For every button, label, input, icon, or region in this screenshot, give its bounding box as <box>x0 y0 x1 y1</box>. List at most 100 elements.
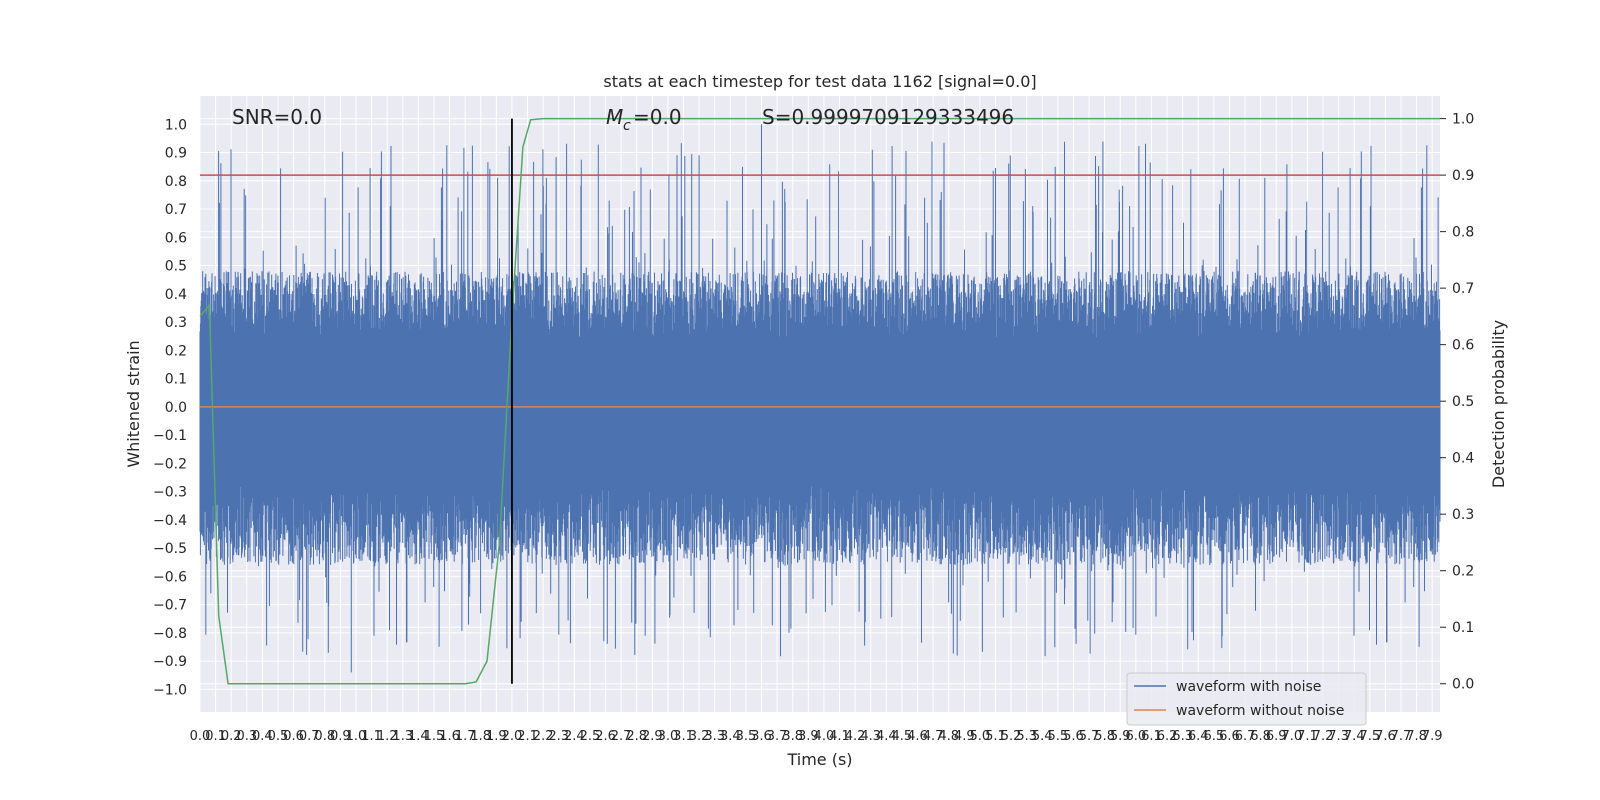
left-y-tick-label: 0.5 <box>165 259 187 275</box>
right-y-tick-labels: 1.0 0.9 0.8 0.7 0.6 0.5 0.4 0.3 0.2 0.1 0.0 <box>1440 112 1474 693</box>
left-y-tick-label: 0.1 <box>165 372 187 388</box>
x-tick-label: 1.5 <box>424 729 445 744</box>
snr-annotation: SNR=0.0 <box>232 105 322 129</box>
x-tick-label: 0.9 <box>330 729 351 744</box>
x-tick-label: 4.0 <box>814 729 835 744</box>
x-tick-label: 2.5 <box>580 729 601 744</box>
x-tick-label: 5.9 <box>1110 729 1131 744</box>
x-tick-label: 6.6 <box>1219 729 1240 744</box>
x-tick-label: 7.6 <box>1375 729 1396 744</box>
y-axis-label-right: Detection probability <box>1489 320 1508 488</box>
x-tick-label: 7.3 <box>1328 729 1349 744</box>
x-tick-label: 3.0 <box>658 729 679 744</box>
left-y-tick-label: 0.3 <box>165 315 187 331</box>
x-tick-label: 1.6 <box>439 729 460 744</box>
left-y-tick-label: −1.0 <box>153 682 187 698</box>
left-y-tick-label: −0.8 <box>153 626 187 642</box>
x-tick-labels: 0.00.10.20.30.40.50.60.70.80.91.01.11.21… <box>190 729 1443 744</box>
x-tick-label: 0.6 <box>283 729 304 744</box>
x-tick-label: 1.2 <box>377 729 398 744</box>
x-tick-label: 5.8 <box>1094 729 1115 744</box>
x-tick-label: 4.3 <box>860 729 881 744</box>
x-tick-label: 2.7 <box>611 729 632 744</box>
right-y-tick-label: 0.3 <box>1452 507 1474 523</box>
right-y-tick-label: 0.1 <box>1452 620 1474 636</box>
legend-label-waveform-without-noise: waveform without noise <box>1176 703 1344 719</box>
left-y-tick-label: −0.2 <box>153 456 187 472</box>
x-tick-label: 7.2 <box>1313 729 1334 744</box>
left-y-tick-label: 0.7 <box>165 202 187 218</box>
right-y-tick-label: 0.5 <box>1452 394 1474 410</box>
x-tick-label: 6.9 <box>1266 729 1287 744</box>
x-tick-label: 4.2 <box>845 729 866 744</box>
right-y-tick-label: 0.2 <box>1452 564 1474 580</box>
x-tick-label: 1.8 <box>470 729 491 744</box>
x-tick-label: 1.9 <box>486 729 507 744</box>
x-tick-label: 3.1 <box>673 729 694 744</box>
x-tick-label: 1.1 <box>361 729 382 744</box>
left-y-tick-label: 0.8 <box>165 174 187 190</box>
chirp-mass-symbol: M <box>606 105 623 129</box>
x-tick-label: 2.2 <box>533 729 554 744</box>
x-tick-label: 4.7 <box>923 729 944 744</box>
x-tick-label: 0.5 <box>268 729 289 744</box>
x-tick-label: 0.8 <box>314 729 335 744</box>
x-tick-label: 1.4 <box>408 729 429 744</box>
x-tick-label: 5.3 <box>1016 729 1037 744</box>
left-y-tick-label: −0.9 <box>153 654 187 670</box>
x-tick-label: 0.2 <box>221 729 242 744</box>
right-y-tick-label: 0.7 <box>1452 281 1474 297</box>
x-tick-label: 5.5 <box>1048 729 1069 744</box>
x-tick-label: 4.8 <box>938 729 959 744</box>
x-tick-label: 3.7 <box>767 729 788 744</box>
left-y-tick-label: 0.9 <box>165 146 187 162</box>
left-y-tick-label: 0.0 <box>165 400 187 416</box>
right-y-tick-label: 0.9 <box>1452 168 1474 184</box>
left-y-tick-label: −0.6 <box>153 569 187 585</box>
x-tick-label: 5.6 <box>1063 729 1084 744</box>
snr-statistic-annotation: S=0.9999709129333496 <box>762 105 1014 129</box>
right-y-tick-label: 0.4 <box>1452 451 1474 467</box>
x-tick-label: 2.8 <box>626 729 647 744</box>
x-tick-label: 6.0 <box>1126 729 1147 744</box>
x-tick-label: 1.0 <box>346 729 367 744</box>
x-tick-label: 7.1 <box>1297 729 1318 744</box>
x-tick-label: 2.4 <box>564 729 585 744</box>
left-y-tick-label: 1.0 <box>165 117 187 133</box>
x-tick-label: 0.0 <box>190 729 211 744</box>
x-tick-label: 1.7 <box>455 729 476 744</box>
x-tick-label: 0.1 <box>205 729 226 744</box>
x-tick-label: 3.4 <box>720 729 741 744</box>
x-tick-label: 6.2 <box>1157 729 1178 744</box>
right-y-tick-label: 0.6 <box>1452 338 1474 354</box>
left-y-tick-label: −0.7 <box>153 598 187 614</box>
x-tick-label: 5.2 <box>1001 729 1022 744</box>
x-tick-label: 2.3 <box>548 729 569 744</box>
x-tick-label: 6.1 <box>1141 729 1162 744</box>
x-tick-label: 4.6 <box>907 729 928 744</box>
left-y-tick-label: −0.4 <box>153 513 187 529</box>
chirp-mass-annotation: M c =0.0 <box>606 105 682 134</box>
left-y-tick-label: 0.6 <box>165 230 187 246</box>
chirp-mass-subscript: c <box>623 118 631 134</box>
x-tick-label: 5.1 <box>985 729 1006 744</box>
x-tick-label: 6.4 <box>1188 729 1209 744</box>
x-tick-label: 3.5 <box>736 729 757 744</box>
x-tick-label: 7.4 <box>1344 729 1365 744</box>
x-tick-label: 3.2 <box>689 729 710 744</box>
chart-title: stats at each timestep for test data 116… <box>603 72 1036 91</box>
x-tick-label: 0.3 <box>236 729 257 744</box>
x-tick-label: 7.0 <box>1281 729 1302 744</box>
left-y-tick-label: −0.5 <box>153 541 187 557</box>
legend-label-waveform-with-noise: waveform with noise <box>1176 679 1321 695</box>
x-tick-label: 6.7 <box>1235 729 1256 744</box>
x-tick-label: 7.5 <box>1359 729 1380 744</box>
x-tick-label: 3.9 <box>798 729 819 744</box>
left-y-tick-labels: 1.0 0.9 0.8 0.7 0.6 0.5 0.4 0.3 0.2 0.1 0.0 −0.1 −0.… <box>153 117 187 698</box>
y-axis-label-left: Whitened strain <box>124 340 143 467</box>
right-y-tick-label: 1.0 <box>1452 112 1474 128</box>
x-tick-label: 4.1 <box>829 729 850 744</box>
x-tick-label: 7.9 <box>1422 729 1443 744</box>
left-y-tick-label: −0.3 <box>153 485 187 501</box>
x-tick-label: 0.7 <box>299 729 320 744</box>
